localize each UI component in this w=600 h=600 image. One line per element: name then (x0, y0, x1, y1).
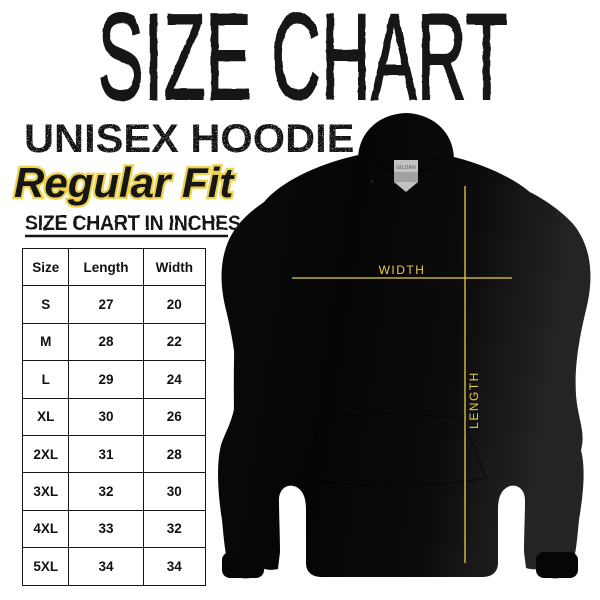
svg-text:LENGTH: LENGTH (467, 371, 481, 429)
svg-text:GILDAN: GILDAN (396, 165, 416, 171)
svg-text:WIDTH: WIDTH (379, 263, 426, 277)
svg-text:UNISEX HOODIE: UNISEX HOODIE (24, 116, 354, 161)
svg-text:SIZE CHART IN INCHES: SIZE CHART IN INCHES (25, 212, 241, 235)
